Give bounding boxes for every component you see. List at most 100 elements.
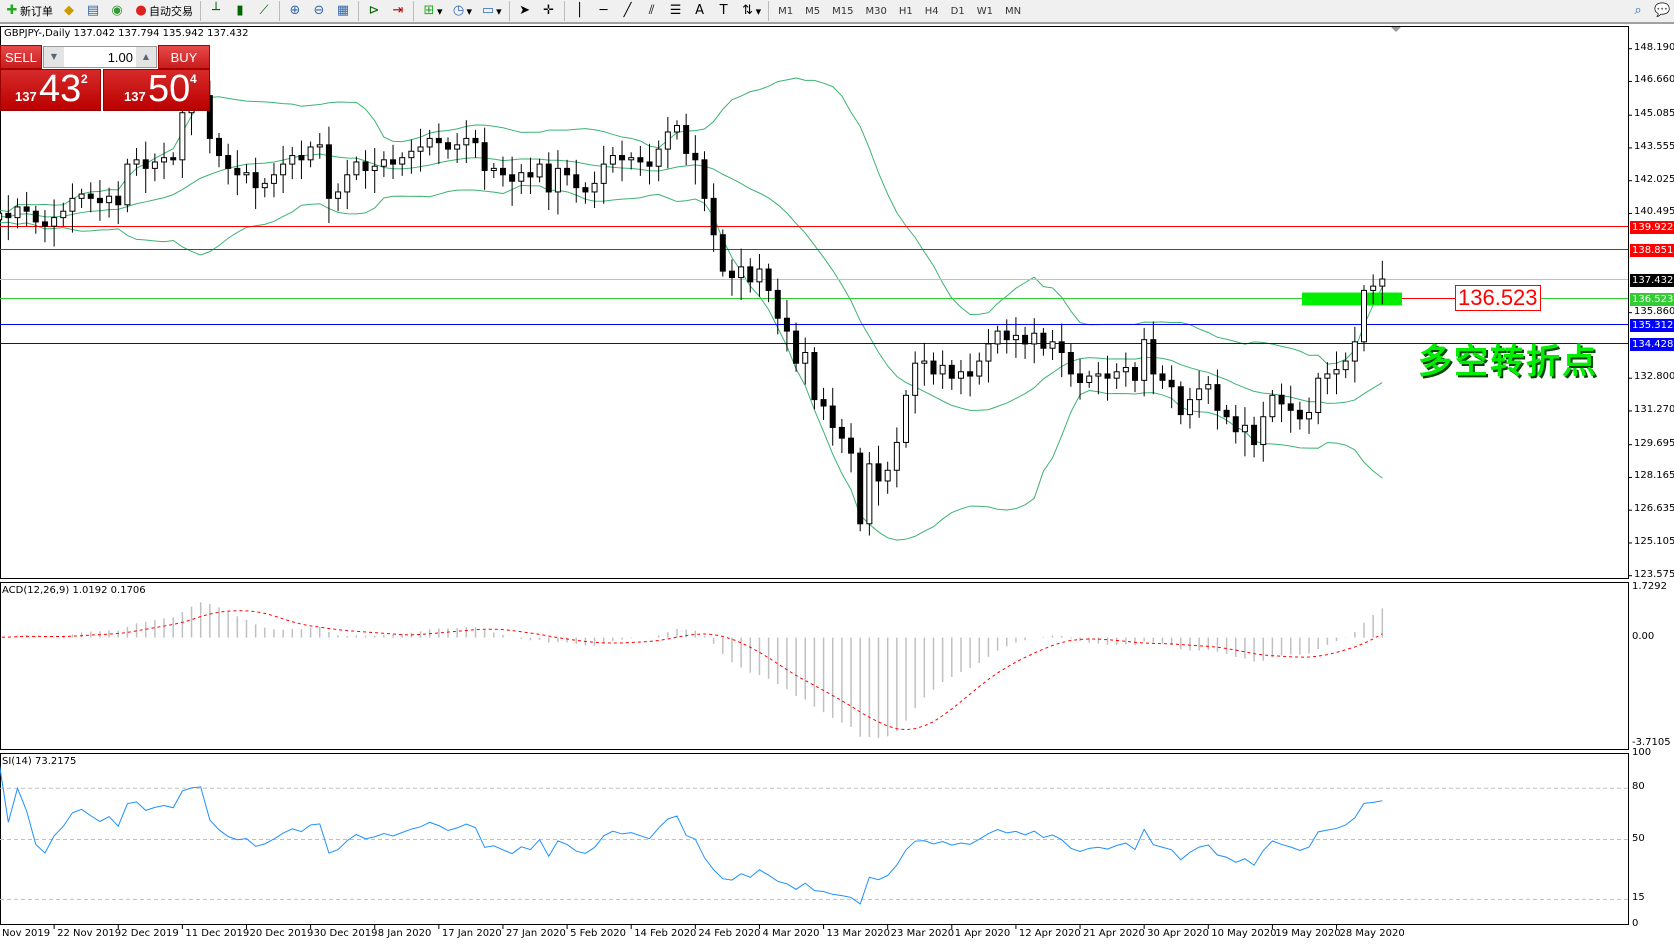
candlestick-button[interactable]: ▮ <box>228 0 252 22</box>
timeframe-m15[interactable]: M15 <box>832 5 854 17</box>
navigator-button[interactable]: ▤ <box>81 0 105 22</box>
cursor-button[interactable]: ➤ <box>513 0 537 22</box>
macd-axis-label: 0.00 <box>1632 630 1655 642</box>
timeframe-mn[interactable]: MN <box>1004 5 1022 17</box>
vertical-line-button[interactable]: │ <box>568 0 592 22</box>
lot-size-input[interactable] <box>64 47 136 67</box>
candle-body <box>380 159 387 167</box>
candle-body <box>252 172 259 189</box>
buy-button[interactable]: BUY <box>158 45 210 69</box>
timeframe-h4[interactable]: H4 <box>924 5 939 17</box>
candle-body <box>133 159 140 165</box>
sell-price-button[interactable]: 137 43 2 <box>0 68 101 111</box>
periods-button[interactable]: ◷ ▾ <box>447 0 477 22</box>
candle-body <box>0 212 3 221</box>
new-order-button[interactable]: ✚ 新订单 <box>0 0 57 22</box>
candle-body <box>1159 373 1166 381</box>
candle-body <box>765 268 772 291</box>
tile-windows-button[interactable]: ▦ <box>331 0 355 22</box>
zoom-in-icon: ⊕ <box>289 3 301 18</box>
candle-body <box>325 144 332 199</box>
candle-body <box>1324 373 1331 379</box>
text-label-button[interactable]: T <box>712 0 736 22</box>
candle-body <box>527 172 534 178</box>
candle-body <box>270 174 277 184</box>
autoscroll-button[interactable]: ⇥ <box>386 0 410 22</box>
trend-reversal-text[interactable]: 多空转折点 <box>1418 342 1598 382</box>
candle-body <box>151 161 158 169</box>
price-tag-label[interactable]: 136.523 <box>1455 285 1541 311</box>
buy-price-button[interactable]: 137 50 4 <box>103 68 210 111</box>
crosshair-button[interactable]: ✛ <box>537 0 561 22</box>
line-chart-button[interactable]: ⟋ <box>252 0 276 22</box>
templates-icon: ▭ <box>481 3 495 18</box>
candle-body <box>316 144 323 148</box>
zoom-out-icon: ⊖ <box>313 3 325 18</box>
bar-chart-button[interactable]: ┴ <box>204 0 228 22</box>
candle-body <box>124 163 131 206</box>
zoom-in-button[interactable]: ⊕ <box>283 0 307 22</box>
fibonacci-button[interactable]: ☰ <box>664 0 688 22</box>
metaeditor-button[interactable]: ◆ <box>57 0 81 22</box>
date-axis-label: 14 Feb 2020 <box>634 928 697 939</box>
trendline-button[interactable]: ╱ <box>616 0 640 22</box>
timeframe-m1[interactable]: M1 <box>778 5 794 17</box>
candle-body <box>335 191 342 199</box>
zoom-out-button[interactable]: ⊖ <box>307 0 331 22</box>
candle-body <box>994 330 1001 345</box>
candle-body <box>1141 339 1148 381</box>
indicators-button[interactable]: ⊞ ▾ <box>417 0 447 22</box>
timeframe-m30[interactable]: M30 <box>865 5 887 17</box>
arrows-icon: ⇅ <box>742 3 754 18</box>
macd-pane <box>0 582 1629 750</box>
auto-trading-button[interactable]: ● 自动交易 <box>129 0 197 22</box>
candlestick-icon: ▮ <box>236 3 244 18</box>
timeframe-h1[interactable]: H1 <box>898 5 913 17</box>
sell-button[interactable]: SELL <box>0 45 42 69</box>
increase-lot-button[interactable]: ▲ <box>136 47 156 67</box>
candle-body <box>1241 424 1248 433</box>
date-axis-label: 2 Dec 2019 <box>121 928 179 939</box>
date-axis-label: 30 Dec 2019 <box>313 928 378 939</box>
text-button[interactable]: A <box>688 0 712 22</box>
templates-button[interactable]: ▭ ▾ <box>481 3 502 18</box>
candle-body <box>683 125 690 154</box>
macd-axis-label: -3.7105 <box>1632 737 1671 748</box>
candle-body <box>1040 332 1047 349</box>
candle-body <box>280 163 287 176</box>
candle-body <box>1287 403 1294 411</box>
candle-body <box>115 195 122 206</box>
horizontal-line-button[interactable]: ─ <box>592 0 616 22</box>
candle-body <box>481 142 488 172</box>
crosshair-icon: ✛ <box>543 3 555 18</box>
arrows-button[interactable]: ⇅ ▾ <box>736 0 766 22</box>
text-label-icon: T <box>719 3 728 18</box>
timeframe-m5[interactable]: M5 <box>805 5 821 17</box>
chart-shift-button[interactable]: ⊳ <box>362 0 386 22</box>
candle-body <box>1223 409 1230 418</box>
horizontal-line-price-label: 139.922 <box>1630 220 1674 234</box>
candle-body <box>783 317 790 332</box>
candle-body <box>655 148 662 167</box>
signals-button[interactable]: ◉ <box>105 0 129 22</box>
candle-body <box>728 270 735 279</box>
equidistant-channel-button[interactable]: ⫽ <box>640 0 664 22</box>
candle-body <box>875 463 882 482</box>
candle-body <box>1077 373 1084 383</box>
timeframe-d1[interactable]: D1 <box>950 5 965 17</box>
date-axis-label: 30 Apr 2020 <box>1147 928 1209 939</box>
metaeditor-icon: ◆ <box>64 3 74 18</box>
candle-body <box>289 155 296 165</box>
one-click-trading-panel: SELL ▼ ▲ BUY 137 43 2 137 50 4 <box>0 45 212 111</box>
candle-body <box>573 174 580 189</box>
date-axis-label: 27 Jan 2020 <box>505 928 566 939</box>
macd-label: ACD(12,26,9) 1.0192 0.1706 <box>2 585 146 596</box>
search-button[interactable]: ⌕ <box>1626 0 1650 22</box>
timeframe-w1[interactable]: W1 <box>976 5 993 17</box>
chat-button[interactable]: 💬 <box>1650 0 1674 22</box>
decrease-lot-button[interactable]: ▼ <box>44 47 64 67</box>
candle-body <box>87 193 94 199</box>
candle-body <box>344 174 351 193</box>
candle-body <box>261 182 268 189</box>
